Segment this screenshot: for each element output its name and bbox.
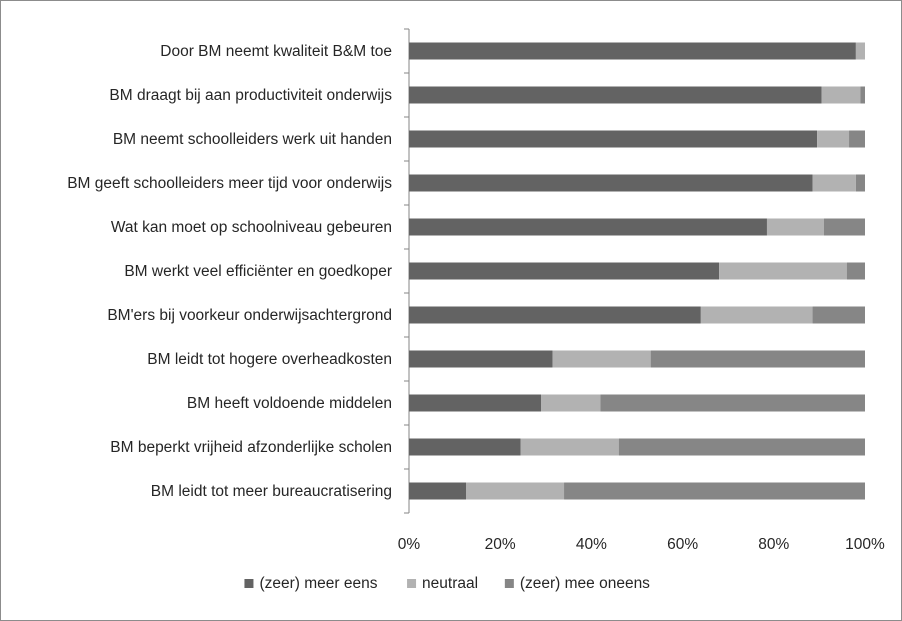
- x-tick-label: 20%: [485, 536, 516, 553]
- category-label: BM leidt tot meer bureaucratisering: [151, 483, 392, 500]
- legend-swatch-2: [407, 579, 417, 588]
- bar-segment-2-row-8: [552, 350, 651, 368]
- category-label: BM heeft voldoende middelen: [187, 395, 392, 412]
- category-label: BM'ers bij voorkeur onderwijsachtergrond: [107, 307, 392, 324]
- bar-segment-1-row-4: [409, 174, 813, 192]
- bar-segment-2-row-3: [817, 130, 850, 148]
- bar-segment-3-row-3: [849, 130, 865, 148]
- bar-segment-1-row-6: [409, 262, 720, 280]
- bar-segment-3-row-2: [860, 86, 865, 104]
- category-label: BM neemt schoolleiders werk uit handen: [113, 131, 392, 148]
- bar-segment-3-row-9: [600, 394, 865, 412]
- bar-segment-3-row-6: [846, 262, 865, 280]
- bar-segment-2-row-7: [700, 306, 813, 324]
- x-tick-label: 60%: [667, 536, 698, 553]
- bar-segment-1-row-2: [409, 86, 822, 104]
- bar-segment-1-row-10: [409, 438, 521, 456]
- bar-segment-3-row-11: [564, 482, 865, 500]
- bar-segment-1-row-5: [409, 218, 767, 236]
- bar-segment-1-row-7: [409, 306, 701, 324]
- category-label: BM draagt bij aan productiviteit onderwi…: [109, 87, 392, 104]
- bar-segment-1-row-11: [409, 482, 466, 500]
- bar-segment-2-row-1: [855, 42, 865, 60]
- bar-segment-3-row-10: [618, 438, 865, 456]
- x-tick-label: 0%: [398, 536, 421, 553]
- bar-segment-1-row-3: [409, 130, 818, 148]
- bar-segment-3-row-4: [855, 174, 865, 192]
- category-label: Wat kan moet op schoolniveau gebeuren: [111, 219, 392, 236]
- legend-swatch-3: [504, 579, 514, 588]
- bar-segment-2-row-9: [541, 394, 601, 412]
- bar-segment-2-row-6: [719, 262, 847, 280]
- bar-segment-2-row-4: [812, 174, 856, 192]
- bar-segment-2-row-11: [466, 482, 565, 500]
- x-tick-label: 40%: [576, 536, 607, 553]
- bar-segment-3-row-8: [650, 350, 865, 368]
- bar-segment-2-row-5: [766, 218, 824, 236]
- category-label: BM geeft schoolleiders meer tijd voor on…: [67, 175, 392, 192]
- legend-label: (zeer) mee oneens: [520, 575, 650, 592]
- bar-segment-1-row-8: [409, 350, 553, 368]
- bar-segment-2-row-10: [520, 438, 619, 456]
- x-tick-label: 80%: [758, 536, 789, 553]
- legend-label: neutraal: [422, 575, 478, 592]
- category-label: BM werkt veel efficiënter en goedkoper: [124, 263, 392, 280]
- legend-label: (zeer) meer eens: [259, 575, 377, 592]
- legend-swatch-1: [244, 579, 254, 588]
- bar-segment-3-row-7: [812, 306, 865, 324]
- x-tick-label: 100%: [845, 536, 885, 553]
- bar-segment-2-row-2: [821, 86, 861, 104]
- category-label: Door BM neemt kwaliteit B&M toe: [160, 43, 392, 60]
- category-label: BM beperkt vrijheid afzonderlijke schole…: [110, 439, 392, 456]
- bar-segment-1-row-1: [409, 42, 856, 60]
- bar-segment-1-row-9: [409, 394, 542, 412]
- category-label: BM leidt tot hogere overheadkosten: [147, 351, 392, 368]
- bar-segment-3-row-5: [823, 218, 865, 236]
